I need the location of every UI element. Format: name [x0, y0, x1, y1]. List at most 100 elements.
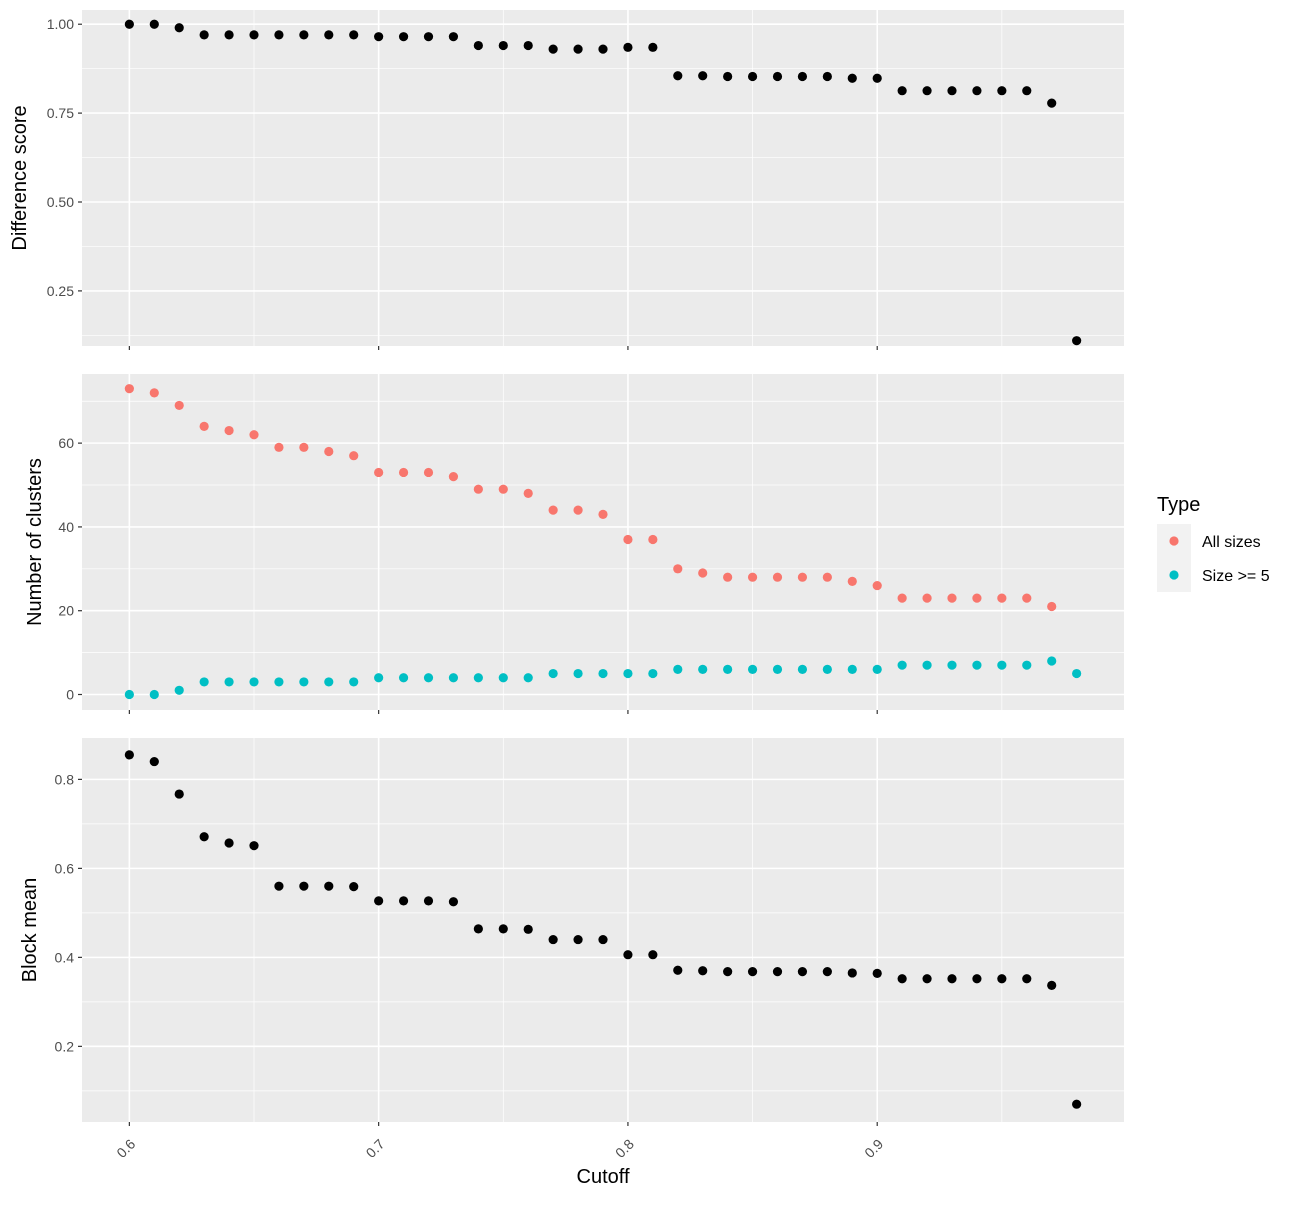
data-point: [349, 677, 359, 687]
data-point: [947, 86, 957, 96]
data-point: [947, 593, 957, 603]
data-point: [598, 509, 608, 519]
data-point: [698, 664, 708, 674]
data-point: [872, 73, 882, 83]
data-point: [947, 660, 957, 670]
legend-label: Size >= 5: [1202, 568, 1270, 585]
data-point: [772, 71, 783, 82]
data-point: [698, 568, 708, 578]
data-point: [822, 967, 832, 977]
data-point: [997, 660, 1007, 670]
data-point: [648, 42, 658, 52]
data-point: [673, 664, 683, 674]
data-point: [972, 593, 982, 603]
data-point: [498, 673, 508, 683]
data-point: [374, 673, 384, 683]
data-point: [772, 664, 783, 674]
data-point: [673, 71, 683, 81]
data-point: [847, 664, 857, 674]
data-point: [224, 677, 234, 687]
data-point: [972, 974, 982, 984]
data-point: [548, 934, 558, 945]
data-point: [723, 664, 733, 674]
y-axis-title: Number of clusters: [24, 458, 46, 626]
data-point: [149, 19, 159, 29]
data-point: [673, 965, 683, 975]
data-point: [797, 71, 808, 82]
y-axis-title: Difference score: [9, 105, 31, 250]
data-point: [1022, 974, 1032, 984]
data-point: [723, 967, 733, 977]
data-point: [423, 467, 434, 478]
data-point: [423, 32, 434, 42]
data-point: [573, 934, 583, 945]
y-tick-label: 1.00: [47, 16, 74, 32]
data-point: [398, 467, 409, 478]
x-tick-label: 0.8: [612, 1136, 637, 1161]
data-point: [149, 689, 159, 700]
data-point: [922, 86, 932, 96]
y-tick-label: 20: [58, 603, 74, 619]
data-point: [274, 677, 284, 687]
data-point: [473, 40, 483, 51]
data-point: [972, 660, 982, 670]
y-tick-label: 40: [58, 519, 74, 535]
data-point: [249, 677, 259, 687]
data-point: [299, 30, 309, 40]
legend-title: Type: [1157, 494, 1200, 516]
data-point: [772, 572, 783, 582]
data-point: [324, 30, 334, 40]
data-point: [174, 789, 184, 799]
data-point: [498, 924, 508, 934]
x-axis-title: Cutoff: [577, 1166, 630, 1188]
panel-background: [82, 10, 1124, 346]
data-point: [1072, 1099, 1082, 1109]
data-point: [997, 86, 1007, 96]
data-point: [922, 593, 932, 603]
data-point: [1022, 660, 1032, 670]
data-point: [124, 19, 134, 29]
data-point: [822, 71, 832, 82]
data-point: [199, 677, 209, 687]
data-point: [498, 40, 508, 51]
y-axis-title: Block mean: [19, 878, 41, 983]
data-point: [398, 32, 409, 42]
data-point: [1022, 86, 1032, 96]
data-point: [124, 750, 134, 760]
data-point: [573, 668, 583, 679]
data-point: [349, 882, 359, 892]
data-point: [822, 572, 832, 582]
data-point: [648, 950, 658, 960]
data-point: [897, 86, 907, 96]
data-point: [623, 668, 633, 679]
data-point: [1047, 980, 1057, 990]
data-point: [847, 968, 857, 978]
data-point: [1047, 601, 1057, 612]
data-point: [473, 484, 483, 494]
data-point: [747, 664, 758, 674]
data-point: [324, 677, 334, 687]
data-point: [274, 30, 284, 40]
x-tick-label: 0.7: [363, 1136, 388, 1161]
data-point: [448, 673, 459, 683]
data-point: [747, 71, 758, 82]
data-point: [872, 580, 882, 591]
data-point: [498, 484, 508, 494]
y-tick-label: 0.8: [55, 771, 75, 787]
data-point: [523, 673, 533, 683]
data-point: [423, 673, 434, 683]
data-point: [473, 673, 483, 683]
data-point: [623, 534, 633, 545]
data-point: [698, 71, 708, 81]
data-point: [598, 934, 608, 945]
data-point: [448, 472, 459, 482]
data-point: [797, 664, 808, 674]
data-point: [398, 673, 409, 683]
data-point: [548, 505, 558, 515]
data-point: [299, 677, 309, 687]
data-point: [249, 430, 259, 440]
data-point: [174, 685, 184, 695]
data-point: [872, 968, 882, 978]
